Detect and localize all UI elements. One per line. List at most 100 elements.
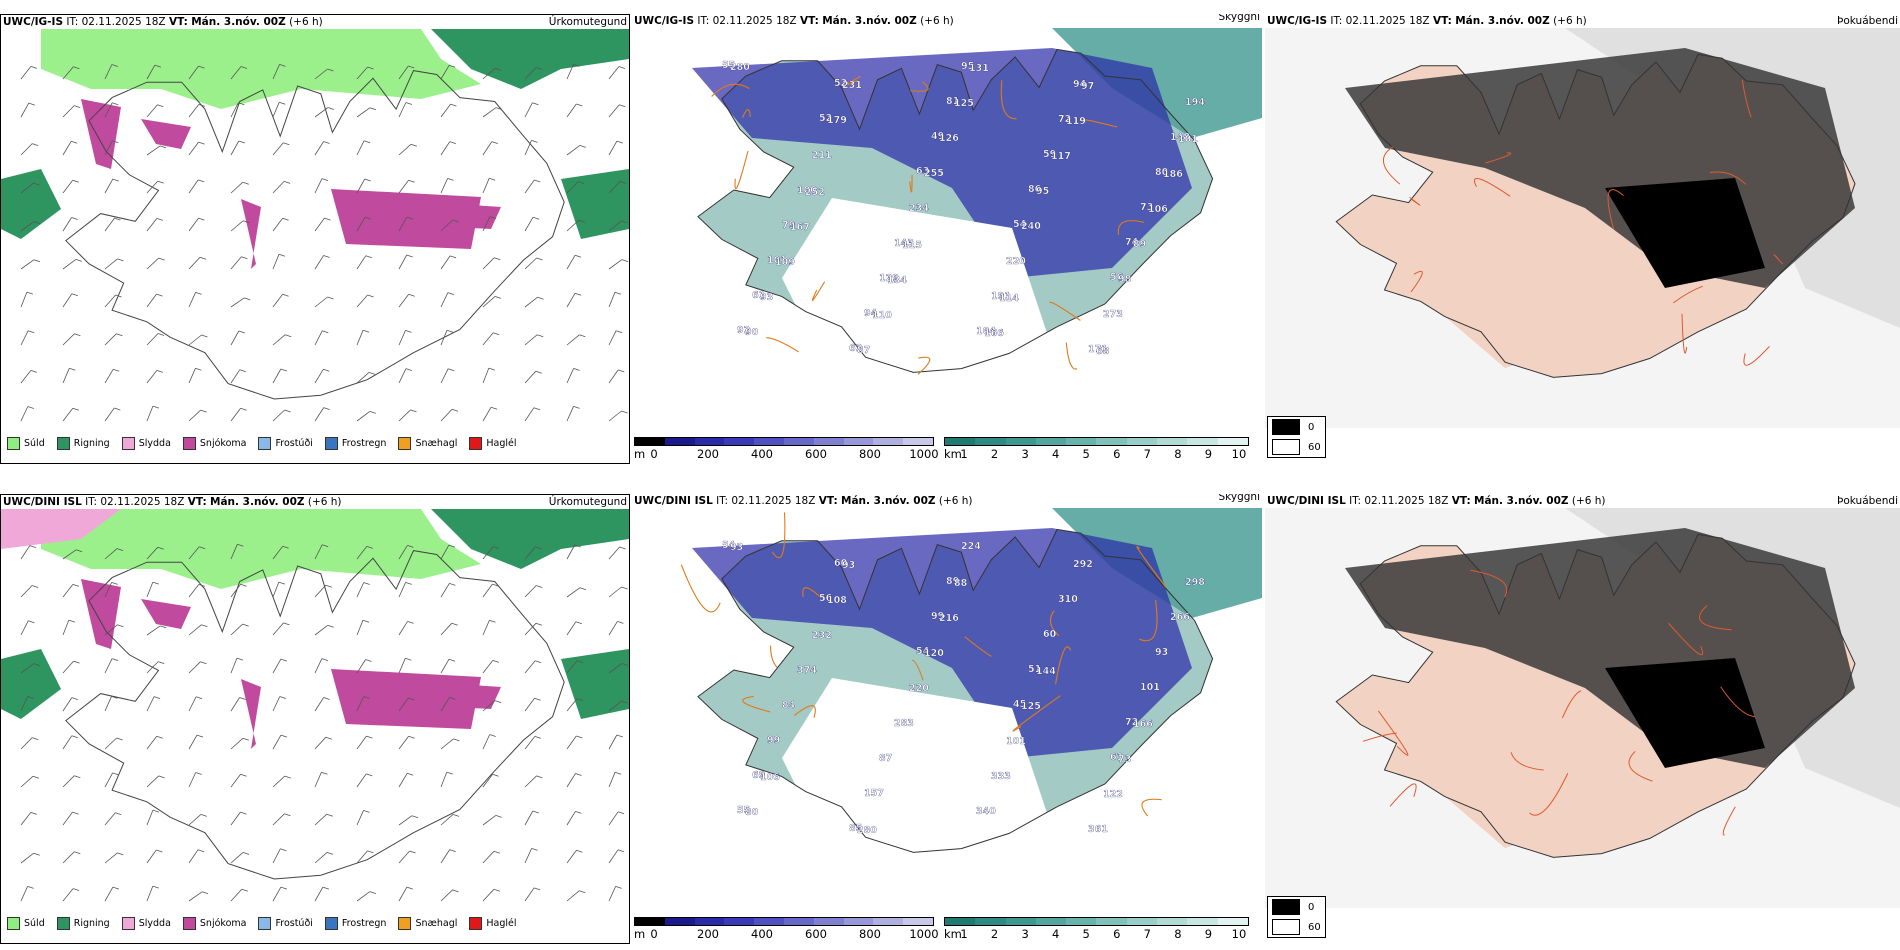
valid-time-label: VT: (799, 15, 819, 27)
wind-barb (356, 255, 372, 270)
road (1049, 301, 1081, 321)
colorbar-tick: 200 (697, 447, 719, 461)
cloud-base-label: 63 (916, 166, 929, 177)
wind-barb (608, 66, 626, 80)
coastline (1335, 533, 1856, 858)
legend-item: Frostregn (324, 437, 386, 450)
cloud-base-label: 73 (1140, 202, 1153, 213)
wind-barb (356, 773, 373, 788)
wind-barb (524, 660, 542, 674)
cloud-base-label: 60 (1043, 629, 1057, 640)
wind-barb (230, 407, 247, 422)
wind-barb (608, 369, 625, 384)
wind-barb (188, 696, 203, 712)
lead-time: (+6 h) (307, 496, 342, 508)
road (1012, 695, 1061, 732)
wind-barb (104, 102, 119, 118)
fog-legend: 0 60 (1267, 896, 1326, 938)
panel-label: Úrkomutegund (548, 496, 627, 508)
precip-legend: Súld Rigning Slydda Snjókoma Frostúði Frostre… (7, 437, 529, 450)
valid-time-label: VT: (1432, 15, 1452, 27)
wind-barb (440, 408, 459, 422)
colorbar-tick: 6 (1113, 447, 1121, 461)
wind-barb (356, 66, 374, 80)
wind-barb (146, 293, 163, 308)
panel-label: Úrkomutegund (548, 16, 627, 28)
wind-barb (356, 619, 370, 636)
cloud-base-label: 125 (954, 98, 974, 109)
wind-barb (608, 586, 628, 598)
wind-barb (20, 886, 34, 902)
wind-barb (356, 546, 373, 560)
cloud-base-label: 298 (1185, 577, 1205, 588)
wind-barb (272, 658, 288, 674)
wind-barb (62, 407, 79, 422)
wind-barb (146, 775, 165, 788)
legend-item: Frostúði (258, 437, 313, 450)
wind-barb (272, 734, 288, 750)
wind-barb (440, 771, 453, 788)
cloud-base-label: 52 (834, 78, 847, 89)
wind-barb (314, 624, 334, 636)
road (1410, 270, 1423, 293)
wind-barb (440, 738, 460, 750)
road (1709, 171, 1747, 185)
panel-label: Þokuábendi (1837, 495, 1898, 507)
cloud-base-label: 55 (737, 805, 750, 816)
legend-item: Súld (7, 437, 45, 450)
road (1065, 342, 1078, 370)
cloud-base-label: 148 (1170, 132, 1190, 143)
init-time: 02.11.2025 18Z (81, 16, 166, 28)
wind-barb (566, 698, 584, 712)
legend-swatch (324, 917, 338, 930)
wind-barb (272, 334, 292, 346)
road (911, 659, 924, 681)
wind-barb (272, 581, 285, 598)
model-name: UWC/DINI ISL (634, 495, 713, 507)
cloud-base-label: 89 (946, 576, 959, 587)
valid-time: Mán. 3.nóv. 00Z (191, 16, 286, 28)
visibility-map: 55 52 63 54 56 92 52 49 86 74 61 62 81 59 73 101 94 95 72 8… (692, 28, 1262, 408)
legend-item: 0 (1268, 417, 1325, 437)
cloud-base-label: 88 (954, 578, 968, 589)
model-name: UWC/DINI ISL (1267, 495, 1346, 507)
wind-barb (314, 736, 332, 750)
cloud-base-label: 90 (745, 327, 759, 338)
wind-barb (230, 852, 250, 864)
cloud-base-label: 143 (894, 238, 914, 249)
wind-barb (104, 772, 119, 788)
legend-swatch (56, 917, 70, 930)
road (1383, 146, 1401, 185)
cloud-base-label: 126 (939, 133, 959, 144)
legend-swatch (258, 437, 272, 450)
wind-barb (566, 660, 584, 674)
wind-barb (440, 64, 456, 80)
dense-fog-area (1605, 178, 1765, 288)
wind-barb (566, 773, 582, 788)
road (793, 705, 816, 718)
wind-barb (440, 368, 455, 384)
road (1000, 80, 1017, 120)
cloud-base-label: 122 (1103, 789, 1123, 800)
wind-barb (524, 334, 544, 346)
wind-barb (188, 891, 209, 902)
cloud-base-label: 73 (1118, 754, 1131, 765)
wind-barb (608, 181, 627, 194)
cloud-base-label: 92 (737, 325, 750, 336)
wind-barb (482, 67, 502, 80)
wind-barb (356, 659, 372, 674)
wind-barb (482, 141, 498, 156)
cloud-base-label: 72 (1125, 717, 1138, 728)
cloud-base-label: 52 (819, 113, 832, 124)
wind-barb (20, 370, 38, 384)
drizzle-area (41, 509, 481, 589)
wind-barb (524, 736, 542, 750)
legend-item: Haglél (469, 437, 517, 450)
wind-barb (398, 735, 415, 750)
fog-index-panel: UWC/IG-IS IT: 02.11.2025 18Z VT: Mán. 3.… (1265, 14, 1900, 464)
cloud-base-label: 69 (752, 770, 765, 781)
wind-barb (146, 809, 160, 826)
wind-barb (482, 296, 502, 308)
visibility-map: 54 56 54 45 61 55 60 99 51 72 69 85 89 60 101 99 157 224 3… (680, 508, 1262, 888)
wind-barb (524, 370, 542, 384)
